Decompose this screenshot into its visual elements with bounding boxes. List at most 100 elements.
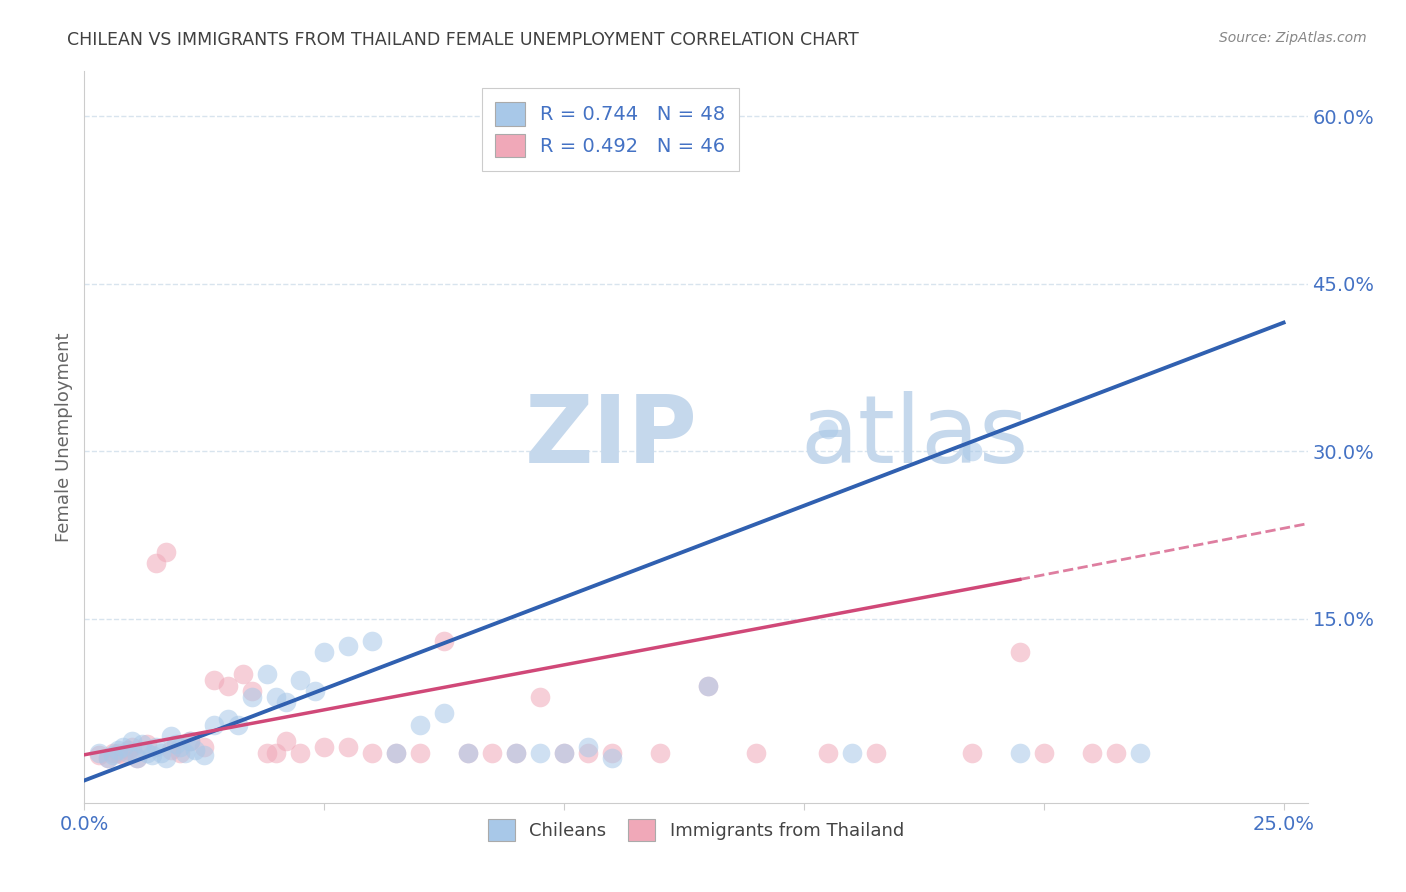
Point	[385, 746, 408, 760]
Point	[433, 633, 456, 648]
Point	[1008, 645, 1031, 659]
Point	[169, 746, 191, 760]
Point	[529, 690, 551, 704]
Point	[553, 746, 575, 760]
Point	[217, 679, 239, 693]
Point	[97, 751, 120, 765]
Point	[1129, 746, 1152, 760]
Point	[290, 746, 312, 760]
Point	[256, 667, 278, 681]
Point	[697, 679, 720, 693]
Point	[87, 746, 110, 760]
Point	[337, 640, 360, 654]
Text: ZIP: ZIP	[524, 391, 697, 483]
Point	[240, 684, 263, 698]
Point	[304, 684, 326, 698]
Point	[145, 556, 167, 570]
Point	[457, 746, 479, 760]
Point	[155, 544, 177, 558]
Point	[193, 747, 215, 762]
Point	[337, 739, 360, 754]
Point	[159, 743, 181, 757]
Point	[960, 444, 983, 458]
Y-axis label: Female Unemployment: Female Unemployment	[55, 333, 73, 541]
Point	[226, 717, 249, 731]
Point	[274, 734, 297, 748]
Point	[97, 751, 120, 765]
Point	[111, 747, 134, 762]
Point	[314, 645, 336, 659]
Point	[217, 712, 239, 726]
Point	[107, 746, 129, 760]
Point	[481, 746, 503, 760]
Point	[600, 746, 623, 760]
Point	[1080, 746, 1102, 760]
Point	[960, 746, 983, 760]
Point	[433, 706, 456, 721]
Point	[576, 739, 599, 754]
Point	[135, 746, 157, 760]
Point	[135, 737, 157, 751]
Point	[409, 746, 432, 760]
Legend: Chileans, Immigrants from Thailand: Chileans, Immigrants from Thailand	[481, 812, 911, 848]
Point	[240, 690, 263, 704]
Point	[648, 746, 671, 760]
Point	[155, 751, 177, 765]
Point	[361, 633, 384, 648]
Point	[314, 739, 336, 754]
Point	[865, 746, 887, 760]
Point	[174, 746, 197, 760]
Point	[107, 743, 129, 757]
Point	[817, 422, 839, 436]
Point	[111, 739, 134, 754]
Point	[159, 729, 181, 743]
Point	[385, 746, 408, 760]
Point	[179, 734, 201, 748]
Point	[193, 739, 215, 754]
Point	[232, 667, 254, 681]
Point	[505, 746, 527, 760]
Point	[457, 746, 479, 760]
Point	[576, 746, 599, 760]
Point	[179, 734, 201, 748]
Point	[361, 746, 384, 760]
Point	[117, 746, 139, 760]
Point	[600, 751, 623, 765]
Point	[202, 717, 225, 731]
Point	[169, 739, 191, 754]
Point	[505, 746, 527, 760]
Point	[141, 747, 163, 762]
Point	[290, 673, 312, 687]
Point	[745, 746, 768, 760]
Point	[409, 717, 432, 731]
Point	[553, 746, 575, 760]
Point	[87, 747, 110, 762]
Point	[817, 746, 839, 760]
Point	[117, 743, 139, 757]
Point	[101, 746, 124, 760]
Point	[131, 737, 153, 751]
Point	[1105, 746, 1128, 760]
Point	[841, 746, 863, 760]
Point	[1008, 746, 1031, 760]
Point	[264, 746, 287, 760]
Point	[256, 746, 278, 760]
Point	[274, 695, 297, 709]
Text: CHILEAN VS IMMIGRANTS FROM THAILAND FEMALE UNEMPLOYMENT CORRELATION CHART: CHILEAN VS IMMIGRANTS FROM THAILAND FEMA…	[67, 31, 859, 49]
Point	[529, 746, 551, 760]
Point	[127, 751, 149, 765]
Point	[145, 739, 167, 754]
Point	[127, 751, 149, 765]
Point	[121, 734, 143, 748]
Point	[697, 679, 720, 693]
Point	[150, 746, 173, 760]
Point	[1032, 746, 1054, 760]
Point	[183, 743, 205, 757]
Point	[121, 739, 143, 754]
Text: atlas: atlas	[800, 391, 1028, 483]
Point	[202, 673, 225, 687]
Point	[101, 747, 124, 762]
Point	[165, 737, 187, 751]
Text: Source: ZipAtlas.com: Source: ZipAtlas.com	[1219, 31, 1367, 45]
Point	[264, 690, 287, 704]
